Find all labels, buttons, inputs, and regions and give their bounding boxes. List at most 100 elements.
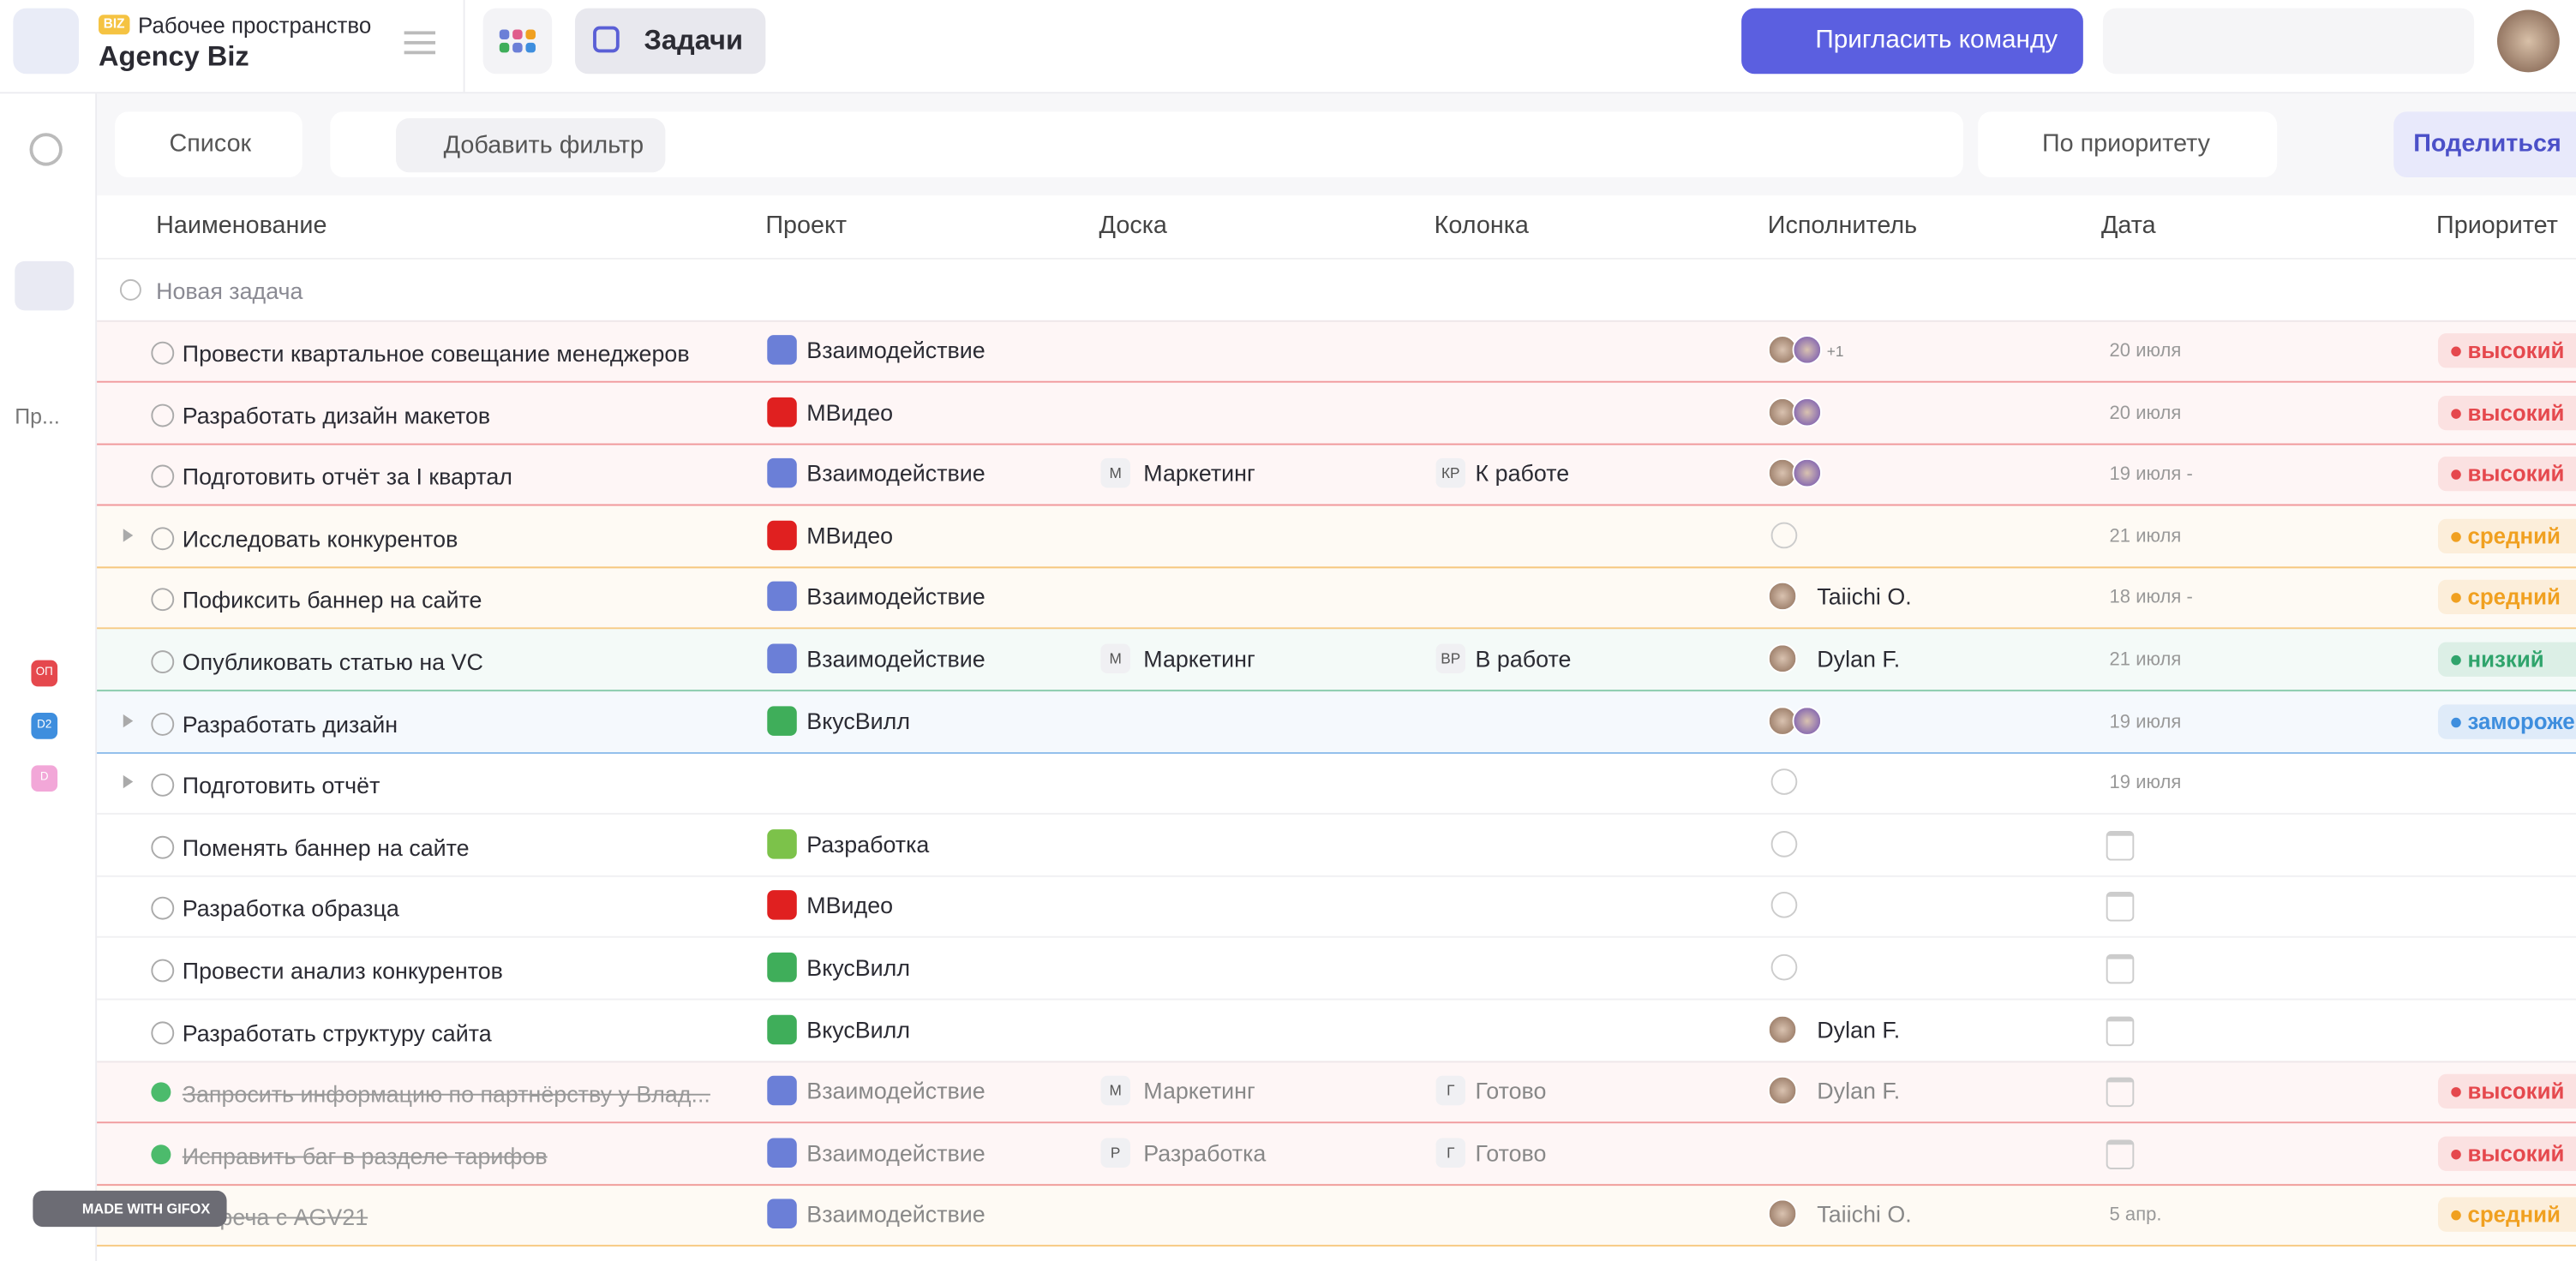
board-name: Маркетинг (1143, 460, 1255, 487)
apps-button[interactable] (482, 8, 553, 75)
logo[interactable] (13, 8, 80, 75)
sort-text: По приоритету (2041, 129, 2211, 158)
status-check[interactable] (151, 526, 175, 550)
column-badge: Г (1435, 1138, 1466, 1168)
task-name: Исследовать конкурентов (182, 525, 458, 552)
sidebar-tasks[interactable] (15, 260, 75, 311)
status-check[interactable] (151, 1082, 171, 1103)
task-row[interactable]: Разработка образца МВидео (97, 876, 2576, 939)
task-name: Опубликовать статью на VC (182, 648, 483, 675)
priority-badge[interactable]: высокий (2437, 1074, 2576, 1109)
new-task-row[interactable]: Новая задача (97, 257, 2576, 322)
priority-badge[interactable]: средний (2437, 1198, 2576, 1233)
header-icons[interactable] (2102, 8, 2475, 75)
calendar-icon[interactable] (2106, 892, 2135, 923)
status-check[interactable] (151, 650, 175, 674)
share-button[interactable]: Поделиться (2393, 111, 2576, 178)
task-row[interactable]: Исправить баг в разделе тарифов Взаимодей… (97, 1122, 2576, 1186)
column-name: К работе (1475, 460, 1570, 487)
column-header[interactable]: Исполнитель (1767, 212, 1918, 240)
breadcrumb[interactable]: Задачи (574, 8, 766, 75)
priority-badge[interactable]: заморожен (2437, 703, 2576, 738)
priority-badge[interactable]: низкий (2437, 642, 2576, 677)
view-button[interactable]: Список (115, 111, 303, 178)
status-check[interactable] (151, 403, 175, 427)
task-row[interactable]: Разработать структуру сайта ВкусВилл Dylan… (97, 1000, 2576, 1062)
project-icon (767, 705, 797, 736)
status-check[interactable] (151, 589, 175, 612)
expand-arrow[interactable] (123, 775, 134, 789)
project-icon (767, 828, 797, 859)
status-check[interactable] (151, 1020, 175, 1044)
assignee-empty[interactable] (1770, 892, 1798, 919)
calendar-icon[interactable] (2106, 1077, 2135, 1108)
column-header[interactable]: Дата (2100, 212, 2156, 240)
priority-badge[interactable]: высокий (2437, 395, 2576, 430)
add-filter-button[interactable]: Добавить фильтр (396, 118, 666, 173)
sort-button[interactable]: По приоритету (1978, 111, 2278, 178)
status-check[interactable] (151, 959, 175, 983)
calendar-icon[interactable] (2106, 953, 2135, 984)
task-row[interactable]: Провести анализ конкурентов ВкусВилл (97, 938, 2576, 1001)
sidebar-search[interactable] (29, 133, 63, 166)
task-row[interactable]: Запросить информацию по партнёрству у Вл… (97, 1061, 2576, 1124)
status-check[interactable] (151, 1144, 171, 1164)
task-date: 20 июля (2109, 341, 2182, 362)
column-header[interactable]: Наименование (156, 212, 327, 240)
project-name: Разработка (806, 830, 930, 858)
column-badge: ВР (1435, 643, 1466, 674)
user-avatar[interactable] (2496, 9, 2560, 73)
assignee-extra: +1 (1826, 343, 1844, 360)
task-row[interactable]: Разработать дизайн макетов МВидео 20 июля в… (97, 381, 2576, 445)
priority-badge[interactable]: высокий (2437, 1136, 2576, 1171)
calendar-icon[interactable] (2106, 830, 2135, 861)
column-header[interactable]: Приоритет (2436, 212, 2558, 240)
sidebar-project-badge[interactable]: D2 (31, 713, 58, 739)
task-row[interactable]: Поменять баннер на сайте Разработка (97, 814, 2576, 877)
assignee-avatar (1792, 335, 1823, 365)
expand-arrow[interactable] (123, 714, 134, 727)
task-name: Подготовить отчёт за I квартал (182, 463, 512, 490)
priority-badge[interactable]: средний (2437, 580, 2576, 615)
sidebar-project-badge[interactable]: D (31, 765, 58, 792)
status-check[interactable] (151, 464, 175, 488)
expand-arrow[interactable] (123, 528, 134, 542)
priority-badge[interactable]: средний (2437, 518, 2576, 553)
task-row[interactable]: Подготовить отчёт за I квартал Взаимодейс… (97, 443, 2576, 506)
task-row[interactable]: Разработать дизайн ВкусВилл 19 июля заморож… (97, 690, 2576, 754)
status-check[interactable] (151, 774, 175, 798)
calendar-icon[interactable] (2106, 1139, 2135, 1169)
status-check[interactable] (151, 897, 175, 921)
column-header[interactable]: Колонка (1434, 212, 1529, 240)
assignee-avatar (1767, 705, 1798, 736)
board-name: Маркетинг (1143, 1077, 1255, 1104)
task-row[interactable]: Опубликовать статью на VC Взаимодействие М… (97, 629, 2576, 692)
menu-icon[interactable] (404, 31, 436, 35)
task-name: Разработать структуру сайта (182, 1019, 492, 1046)
column-header[interactable]: Доска (1099, 212, 1167, 240)
sidebar-project-badge[interactable]: ОП (31, 660, 58, 687)
task-row[interactable]: Встреча с AGV21 Взаимодействие Taiichi O. 5… (97, 1184, 2576, 1247)
task-row[interactable]: Исследовать конкурентов МВидео 21 июля сред… (97, 505, 2576, 568)
assignee-avatar (1767, 1076, 1798, 1106)
status-check[interactable] (151, 835, 175, 859)
task-row[interactable]: Подготовить отчёт 19 июля (97, 752, 2576, 816)
assignee-name: Taiichi O. (1817, 1201, 1912, 1228)
priority-badge[interactable]: высокий (2437, 457, 2576, 492)
column-header[interactable]: Проект (765, 212, 848, 240)
assignee-avatar (1792, 705, 1823, 736)
project-name: Взаимодействие (806, 1201, 985, 1228)
status-check[interactable] (151, 712, 175, 736)
priority-badge[interactable]: высокий (2437, 333, 2576, 368)
task-row[interactable]: Провести квартальное совещание менеджеро… (97, 320, 2576, 383)
calendar-icon[interactable] (2106, 1015, 2135, 1046)
task-row[interactable]: Пофиксить баннер на сайте Взаимодействие T… (97, 567, 2576, 630)
assignee-avatar (1767, 582, 1798, 612)
assignee-empty[interactable] (1770, 830, 1798, 858)
invite-button[interactable]: Пригласить команду (1741, 8, 2083, 75)
status-check[interactable] (151, 341, 175, 365)
assignee-empty[interactable] (1770, 522, 1798, 548)
assignee-empty[interactable] (1770, 768, 1798, 796)
assignee-empty[interactable] (1770, 953, 1798, 981)
project-icon (767, 1199, 797, 1229)
